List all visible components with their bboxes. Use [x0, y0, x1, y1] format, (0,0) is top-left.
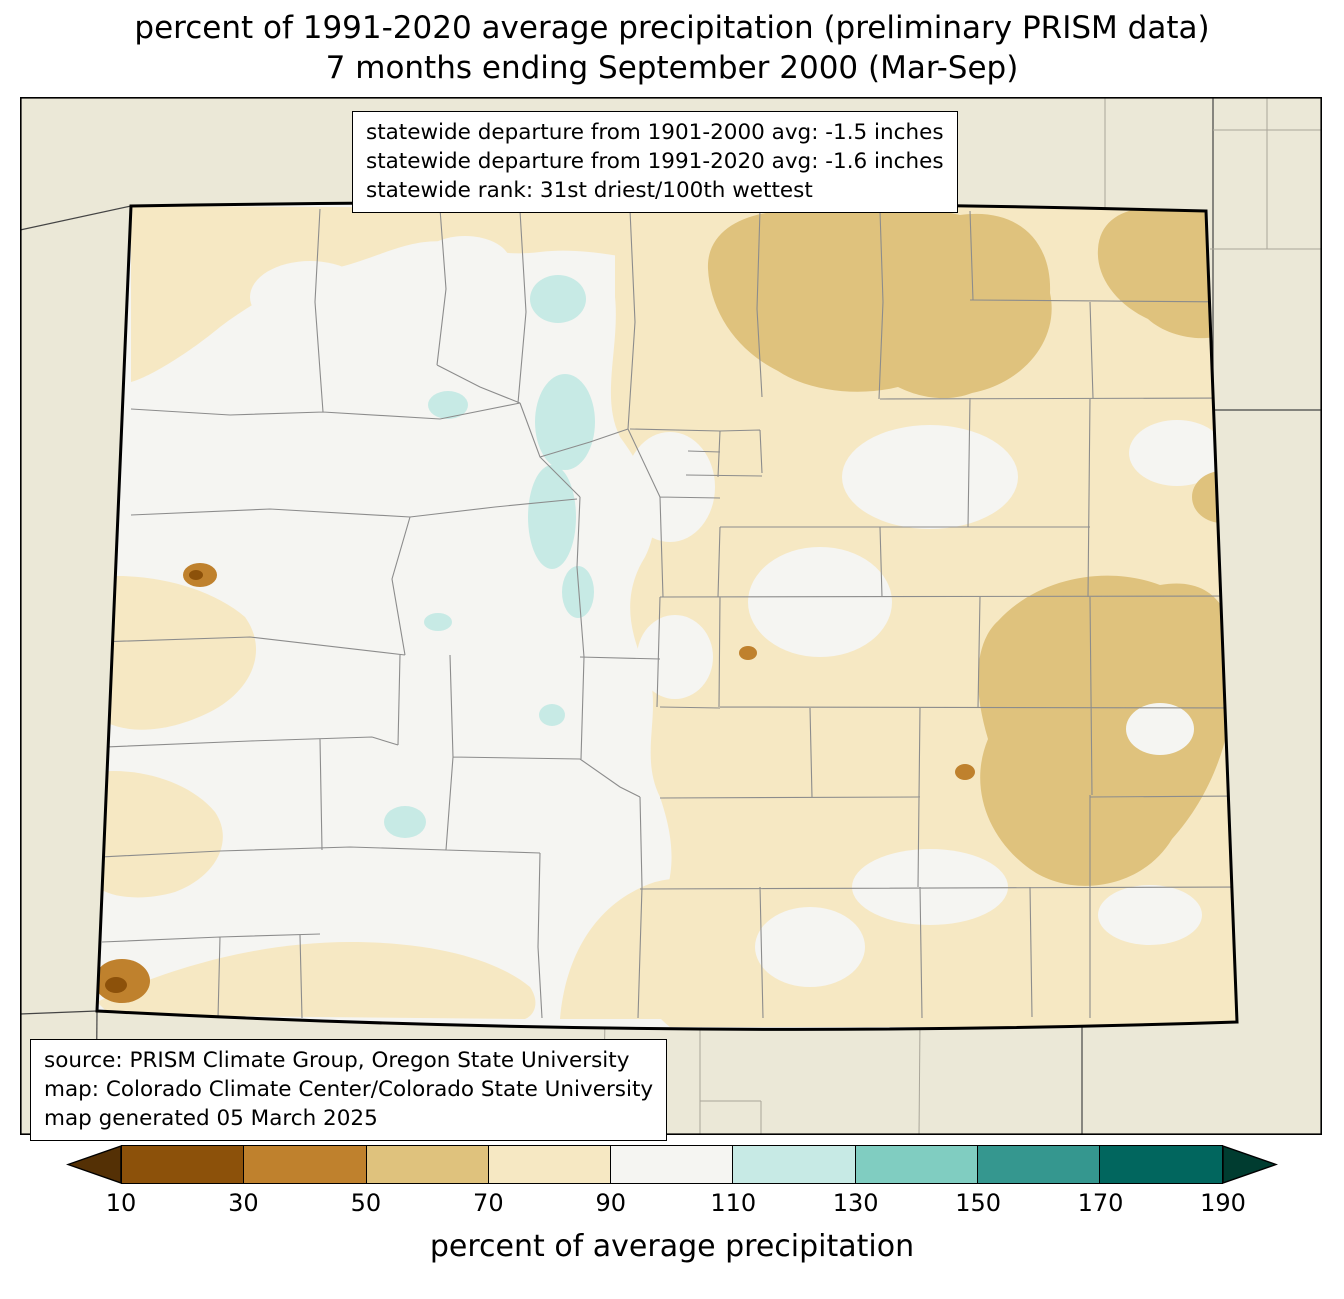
colorbar-segment [732, 1145, 857, 1184]
title-line1: percent of 1991-2020 average precipitati… [134, 10, 1210, 46]
colorbar-tick-label: 30 [228, 1189, 259, 1217]
source-info-box: source: PRISM Climate Group, Oregon Stat… [30, 1039, 668, 1142]
colorbar-tick-label: 90 [595, 1189, 627, 1217]
colorbar-segment [365, 1145, 490, 1184]
title-line2: 7 months ending September 2000 (Mar-Sep) [325, 50, 1019, 87]
colorbar-left-arrow [66, 1145, 121, 1184]
colorbar-tick-label: 70 [473, 1189, 504, 1217]
colorbar: 10 30 50 70 90 110 130 150 170 190 percent of ave… [66, 1145, 1278, 1264]
colorbar-tick-label: 50 [350, 1189, 382, 1217]
colorbar-bar [66, 1145, 1278, 1184]
colorbar-label: percent of average precipitation [429, 1229, 915, 1264]
colorbar-segment [977, 1145, 1101, 1184]
county-lines [97, 208, 1237, 1019]
stats-line1: statewide departure from 1901-2000 avg: … [366, 120, 944, 145]
axes-frame [20, 97, 1322, 1135]
map-area: statewide departure from 1901-2000 avg: … [20, 97, 1322, 1142]
precip-10-30 [105, 570, 203, 993]
colorbar-segment [610, 1145, 734, 1184]
source-line3: map generated 05 March 2025 [44, 1105, 378, 1131]
precip-110-130 [384, 275, 595, 838]
stats-line3: statewide rank: 31st driest/100th wettes… [366, 177, 813, 203]
colorbar-tick-label: 150 [955, 1189, 1002, 1217]
stats-line2: statewide departure from 1991-2020 avg: … [366, 148, 944, 174]
colorbar-ticks: 10 30 50 70 90 110 130 150 170 190 [106, 1189, 1246, 1221]
precip-90-110-holes [250, 236, 1225, 987]
precip-50-70-inner-hole [1126, 703, 1194, 755]
precip-shading [97, 206, 1237, 1027]
colorbar-tick-label: 190 [1200, 1189, 1246, 1217]
source-line1: source: PRISM Climate Group, Oregon Stat… [44, 1048, 630, 1073]
colorbar-tick-label: 110 [710, 1189, 757, 1217]
colorbar-segment [1099, 1145, 1224, 1184]
statewide-stats-box: statewide departure from 1901-2000 avg: … [352, 111, 958, 214]
colorbar-tick-label: 10 [105, 1189, 137, 1217]
colorbar-segment [243, 1145, 367, 1184]
source-line2: map: Colorado Climate Center/Colorado St… [44, 1076, 654, 1102]
colorbar-segments [121, 1145, 1224, 1184]
precip-50-70 [707, 206, 1237, 886]
map-title: percent of 1991-2020 average precipitati… [0, 8, 1344, 89]
colorbar-right-arrow [1223, 1145, 1278, 1184]
colorado-precip-map [20, 97, 1322, 1135]
colorbar-segment [121, 1145, 245, 1184]
colorbar-tick-label: 170 [1077, 1189, 1124, 1217]
colorbar-tick-label: 130 [832, 1189, 879, 1217]
colorbar-segment [854, 1145, 979, 1184]
colorbar-segment [487, 1145, 612, 1184]
